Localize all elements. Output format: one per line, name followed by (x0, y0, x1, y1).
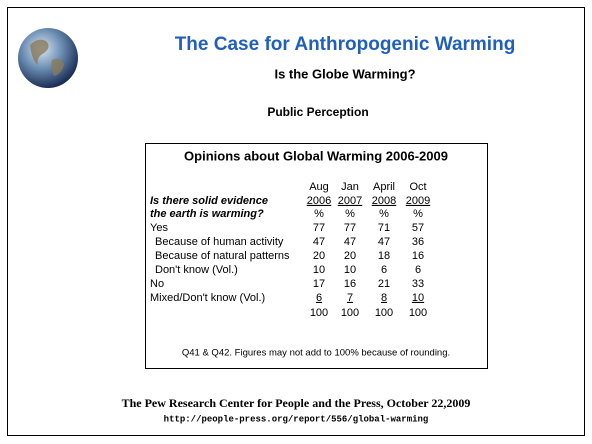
cell-value: 36 (412, 236, 424, 248)
footnote: Q41 & Q42. Figures may not add to 100% b… (182, 348, 450, 359)
cell-value: 18 (378, 250, 390, 262)
slide: The Case for Anthropogenic Warming Is th… (0, 0, 592, 444)
cell-value: 77 (313, 222, 325, 234)
total-value: 100 (341, 307, 359, 319)
cell-value: 6 (381, 264, 387, 276)
total-value: 100 (310, 307, 328, 319)
row-label: No (150, 278, 164, 290)
cell-value: 21 (378, 278, 390, 290)
column-month: Oct (409, 181, 426, 193)
cell-value: 17 (313, 278, 325, 290)
question: the earth is warming? (150, 208, 264, 220)
source: The Pew Research Center for People and t… (122, 396, 471, 410)
row-label: Yes (150, 222, 168, 234)
row-label: Don't know (Vol.) (155, 264, 238, 276)
question: Is there solid evidence (150, 195, 268, 207)
total-value: 100 (409, 307, 427, 319)
cell-value: 16 (344, 278, 356, 290)
source-url: http://people-press.org/report/556/globa… (164, 414, 429, 424)
cell-value: 7 (347, 292, 353, 304)
cell-value: 71 (378, 222, 390, 234)
cell-value: 10 (313, 264, 325, 276)
cell-value: 33 (412, 278, 424, 290)
cell-value: 47 (313, 236, 325, 248)
title: The Case for Anthropogenic Warming (175, 34, 516, 55)
row-label: Because of natural patterns (155, 250, 290, 262)
row-label: Mixed/Don't know (Vol.) (150, 292, 265, 304)
cell-value: 10 (344, 264, 356, 276)
globe-icon (18, 28, 78, 88)
cell-value: 8 (381, 292, 387, 304)
subtitle: Is the Globe Warming? (274, 66, 415, 81)
cell-value: 20 (344, 250, 356, 262)
cell-value: 16 (412, 250, 424, 262)
column-year: 2006 (307, 195, 331, 207)
cell-value: 6 (415, 264, 421, 276)
cell-value: 6 (316, 292, 322, 304)
unit: % (345, 208, 355, 220)
section-title: Public Perception (267, 105, 368, 119)
table-title: Opinions about Global Warming 2006-2009 (184, 148, 448, 163)
row-label: Because of human activity (155, 236, 284, 248)
column-month: Jan (341, 181, 359, 193)
cell-value: 20 (313, 250, 325, 262)
cell-value: 47 (344, 236, 356, 248)
cell-value: 10 (412, 292, 424, 304)
column-month: April (373, 181, 395, 193)
column-year: 2007 (338, 195, 362, 207)
unit: % (413, 208, 423, 220)
cell-value: 77 (344, 222, 356, 234)
column-year: 2008 (372, 195, 396, 207)
cell-value: 57 (412, 222, 424, 234)
column-year: 2009 (406, 195, 430, 207)
column-month: Aug (309, 181, 329, 193)
cell-value: 47 (378, 236, 390, 248)
total-value: 100 (375, 307, 393, 319)
unit: % (379, 208, 389, 220)
unit: % (314, 208, 324, 220)
